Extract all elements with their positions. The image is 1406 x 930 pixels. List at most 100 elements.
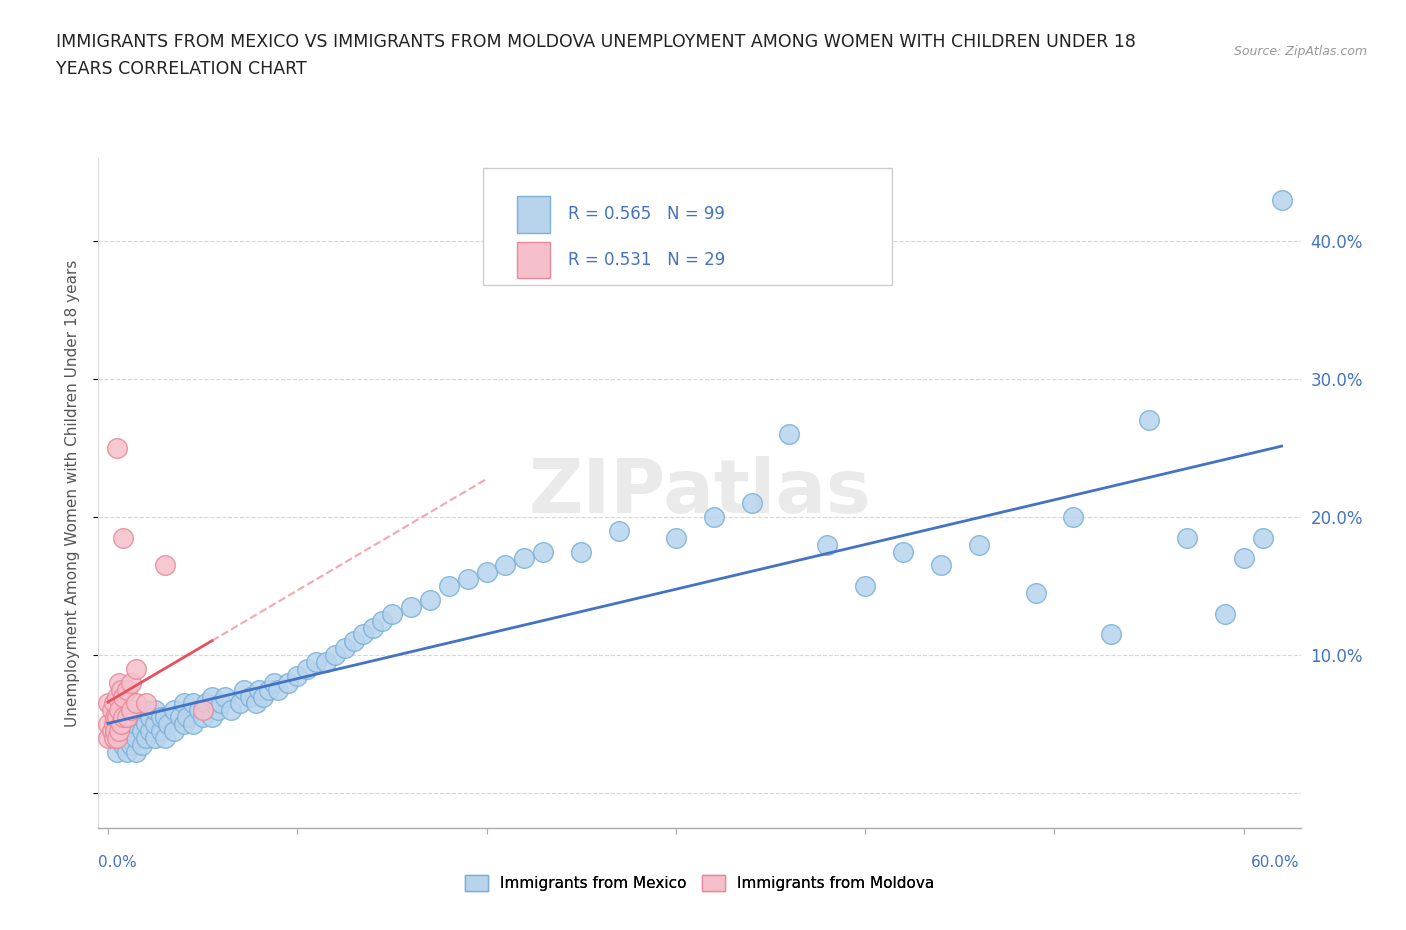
Point <box>125 717 148 732</box>
Point <box>569 544 592 559</box>
Point <box>267 683 290 698</box>
Point <box>110 717 132 732</box>
Point <box>1213 606 1236 621</box>
Point <box>399 599 422 614</box>
Point <box>112 689 135 704</box>
Point <box>97 696 120 711</box>
Point <box>103 731 125 746</box>
Point <box>104 724 127 738</box>
Point <box>176 710 198 724</box>
Point <box>153 558 176 573</box>
Point <box>97 717 120 732</box>
Point <box>295 661 318 676</box>
Legend: Immigrants from Mexico, Immigrants from Moldova: Immigrants from Mexico, Immigrants from … <box>458 869 941 897</box>
Point <box>143 717 166 732</box>
Point <box>247 683 270 698</box>
Point <box>112 737 135 752</box>
Y-axis label: Unemployment Among Women with Children Under 18 years: Unemployment Among Women with Children U… <box>65 259 80 726</box>
Point <box>108 675 131 690</box>
Point <box>143 731 166 746</box>
Point <box>703 510 725 525</box>
Point <box>120 724 142 738</box>
Point <box>153 731 176 746</box>
Point <box>381 606 404 621</box>
FancyBboxPatch shape <box>484 168 891 286</box>
Point <box>110 683 132 698</box>
Point <box>437 578 460 593</box>
Point <box>181 717 204 732</box>
Point <box>115 731 138 746</box>
Point <box>100 703 122 718</box>
Point <box>149 724 172 738</box>
Point <box>315 655 337 670</box>
Point <box>108 703 131 718</box>
Point <box>131 724 153 738</box>
Point <box>1271 193 1294 207</box>
Point <box>105 710 128 724</box>
Point <box>125 696 148 711</box>
Point <box>103 717 125 732</box>
Point <box>233 683 256 698</box>
Point <box>513 551 536 566</box>
Point <box>120 703 142 718</box>
Point <box>105 717 128 732</box>
Point <box>108 724 131 738</box>
Point <box>135 731 157 746</box>
Point <box>112 710 135 724</box>
Point <box>1062 510 1084 525</box>
Point <box>1024 586 1046 601</box>
Text: YEARS CORRELATION CHART: YEARS CORRELATION CHART <box>56 60 307 78</box>
Point <box>112 710 135 724</box>
Point <box>120 675 142 690</box>
Point <box>173 717 195 732</box>
Point <box>135 703 157 718</box>
Point <box>929 558 952 573</box>
Point <box>138 724 160 738</box>
Point <box>143 703 166 718</box>
Point <box>105 731 128 746</box>
Point <box>1137 413 1160 428</box>
Point <box>891 544 914 559</box>
Point <box>163 724 186 738</box>
FancyBboxPatch shape <box>517 196 550 232</box>
Point <box>120 737 142 752</box>
Point <box>157 717 180 732</box>
Point <box>353 627 375 642</box>
Point <box>333 641 356 656</box>
Point <box>815 538 838 552</box>
Point <box>967 538 990 552</box>
Point <box>125 731 148 746</box>
Point <box>169 710 191 724</box>
Point <box>115 710 138 724</box>
Point <box>201 689 224 704</box>
Point <box>135 717 157 732</box>
Point <box>105 689 128 704</box>
FancyBboxPatch shape <box>517 242 550 278</box>
Point <box>239 689 262 704</box>
Point <box>1175 530 1198 545</box>
Point <box>419 592 441 607</box>
Point <box>181 696 204 711</box>
Point <box>115 717 138 732</box>
Point <box>665 530 688 545</box>
Point <box>105 441 128 456</box>
Point <box>120 710 142 724</box>
Point <box>531 544 554 559</box>
Point <box>361 620 384 635</box>
Point <box>343 634 366 649</box>
Text: ZIPatlas: ZIPatlas <box>529 457 870 529</box>
Point <box>115 703 138 718</box>
Point <box>112 530 135 545</box>
Text: R = 0.531   N = 29: R = 0.531 N = 29 <box>568 251 725 269</box>
Point <box>211 696 233 711</box>
Point <box>214 689 236 704</box>
Point <box>115 683 138 698</box>
Point <box>257 683 280 698</box>
Point <box>494 558 516 573</box>
Point <box>323 647 346 662</box>
Point <box>201 710 224 724</box>
Point <box>219 703 242 718</box>
Point <box>105 731 128 746</box>
Point <box>191 703 214 718</box>
Point <box>285 669 308 684</box>
